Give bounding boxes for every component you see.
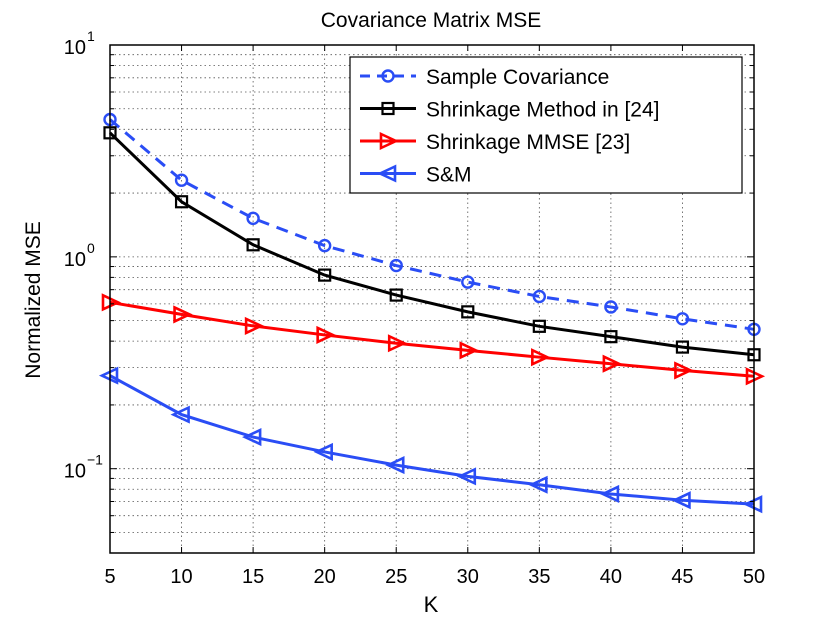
legend-item-4: S&M xyxy=(360,164,472,187)
legend-item-1: Sample Covariance xyxy=(360,66,609,89)
y-tick-exponent: 0 xyxy=(87,240,95,256)
x-tick-label: 30 xyxy=(457,566,479,588)
legend-box xyxy=(349,56,743,194)
series-4-line xyxy=(109,374,755,506)
x-tick-label: 5 xyxy=(104,566,115,588)
x-tick-label: 35 xyxy=(528,566,550,588)
series-3-point xyxy=(674,361,694,380)
series-3-point xyxy=(316,325,336,344)
x-tick-label: 10 xyxy=(170,566,192,588)
series-3-point xyxy=(602,354,622,373)
x-tick-label: 50 xyxy=(743,566,765,588)
x-axis-label: K xyxy=(424,592,439,617)
series-2-point xyxy=(675,340,690,354)
series-2-point xyxy=(246,238,260,252)
series-1-point xyxy=(389,258,403,273)
series-3-line xyxy=(109,300,755,378)
legend-item-3-marker xyxy=(379,131,400,151)
series-2-point xyxy=(532,319,546,333)
legend-item-4-label: S&M xyxy=(426,164,472,187)
x-tick-label: 45 xyxy=(671,566,693,588)
series-4-point xyxy=(242,428,262,447)
legend-item-2-label: Shrinkage Method in [24] xyxy=(426,99,659,122)
series-1-point xyxy=(604,300,618,314)
series-3-point xyxy=(459,341,479,360)
series-4-point xyxy=(599,484,620,503)
y-axis-label: Normalized MSE xyxy=(22,221,45,379)
series-2 xyxy=(103,126,761,362)
x-tick-label: 20 xyxy=(314,566,336,588)
x-tick-label: 40 xyxy=(600,566,622,588)
series-1-point xyxy=(461,275,475,289)
series-2-point xyxy=(318,268,332,282)
y-tick-label: 10 xyxy=(64,37,86,59)
legend: Sample Covariance Shrinkage Method in [24… xyxy=(349,56,743,194)
series-layer xyxy=(98,112,766,514)
y-tick-exponent: 1 xyxy=(87,28,95,44)
series-3-point xyxy=(244,316,265,335)
series-1-point xyxy=(675,312,690,326)
series-1-line xyxy=(109,118,755,331)
series-3-point xyxy=(531,348,551,367)
y-tick-exponent: −1 xyxy=(87,452,103,468)
series-4-point xyxy=(385,456,405,475)
series-2-line xyxy=(108,131,755,357)
series-4-point xyxy=(528,475,548,494)
series-4-point xyxy=(671,491,691,510)
chart-title: Covariance Matrix MSE xyxy=(321,9,542,32)
series-4-point xyxy=(170,405,190,424)
y-tick-label: 10 xyxy=(64,461,86,483)
series-1-point xyxy=(174,173,189,187)
x-tick-label: 25 xyxy=(385,566,407,588)
legend-item-4-marker xyxy=(376,164,397,183)
legend-item-1-marker xyxy=(381,69,395,83)
series-1-point xyxy=(532,289,547,304)
legend-item-3: Shrinkage MMSE [23] xyxy=(360,131,630,154)
x-tick-label: 15 xyxy=(242,566,264,588)
legend-item-2-marker xyxy=(381,101,395,116)
legend-item-1-label: Sample Covariance xyxy=(426,66,609,89)
series-3 xyxy=(101,293,766,386)
series-2-point xyxy=(389,288,403,302)
series-1-point xyxy=(317,238,332,253)
series-4 xyxy=(98,366,763,514)
series-4-point xyxy=(313,442,333,461)
y-tick-label: 10 xyxy=(64,249,86,271)
series-2-point xyxy=(604,330,618,344)
series-2-point xyxy=(461,305,475,319)
series-3-point xyxy=(387,334,408,353)
series-2-point xyxy=(174,195,189,209)
series-1-point xyxy=(246,211,260,226)
series-3-point xyxy=(173,305,193,324)
legend-item-3-label: Shrinkage MMSE [23] xyxy=(426,131,630,154)
legend-item-2: Shrinkage Method in [24] xyxy=(360,99,659,122)
series-4-point xyxy=(456,467,477,486)
plot-frame xyxy=(109,44,755,554)
